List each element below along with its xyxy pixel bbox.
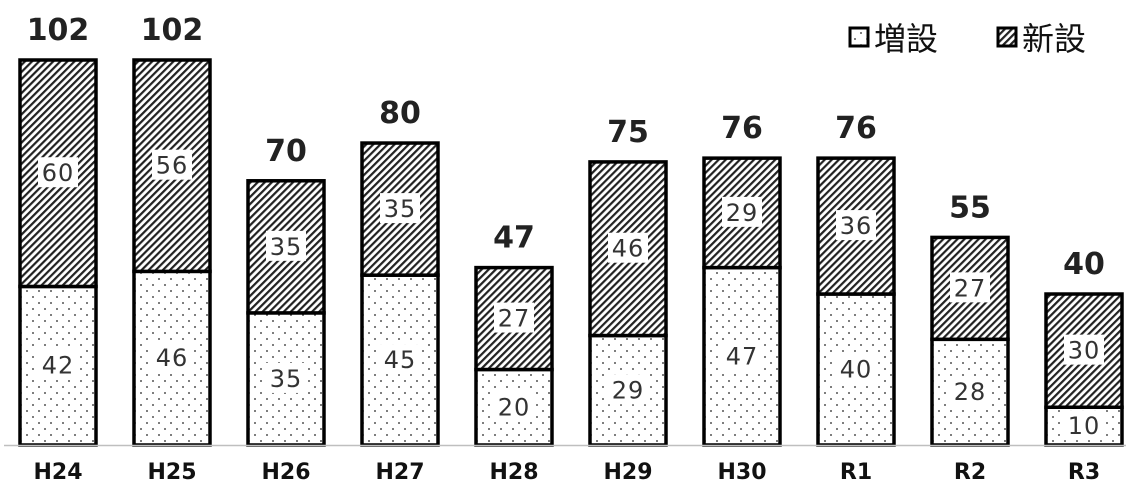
segment-label-zousetsu-H25: 46 bbox=[156, 344, 189, 372]
segment-label-shinsetsu-R2: 27 bbox=[954, 274, 987, 302]
bar-segment-shinsetsu-H30 bbox=[702, 156, 782, 270]
x-tick-H26: H26 bbox=[261, 460, 310, 485]
bar-H26: 35 35 70 bbox=[246, 134, 326, 447]
segment-label-bg bbox=[152, 342, 192, 373]
bar-R2: 28 27 55 bbox=[930, 190, 1010, 447]
segment-label-shinsetsu-R3: 30 bbox=[1068, 337, 1101, 365]
segment-label-zousetsu-H26: 35 bbox=[270, 365, 303, 393]
bar-H28: 20 27 47 bbox=[474, 221, 554, 447]
segment-label-zousetsu-R3: 10 bbox=[1068, 412, 1101, 440]
segment-label-zousetsu-H27: 45 bbox=[384, 346, 417, 374]
segment-label-bg bbox=[380, 344, 420, 375]
segment-label-bg bbox=[608, 232, 648, 263]
segment-label-shinsetsu-H28: 27 bbox=[498, 305, 531, 333]
x-tick-H25: H25 bbox=[147, 460, 196, 485]
segment-label-zousetsu-H28: 20 bbox=[498, 393, 531, 421]
total-label-H28: 47 bbox=[493, 221, 535, 256]
segment-label-bg bbox=[38, 349, 78, 380]
bar-R1: 40 36 76 bbox=[816, 111, 896, 447]
legend: 増設 新設 bbox=[848, 20, 1086, 58]
total-label-R1: 76 bbox=[835, 111, 877, 146]
x-tick-R1: R1 bbox=[840, 460, 872, 485]
segment-label-zousetsu-R1: 40 bbox=[840, 356, 873, 384]
segment-label-shinsetsu-H27: 35 bbox=[384, 195, 417, 223]
total-label-R3: 40 bbox=[1063, 247, 1105, 282]
segment-label-shinsetsu-R1: 36 bbox=[840, 212, 873, 240]
segment-label-zousetsu-H30: 47 bbox=[726, 342, 759, 370]
segment-label-bg bbox=[722, 340, 762, 371]
segment-label-bg bbox=[1064, 410, 1104, 441]
bar-H30: 47 29 76 bbox=[702, 111, 782, 447]
x-tick-H30: H30 bbox=[717, 460, 766, 485]
segment-label-shinsetsu-H24: 60 bbox=[42, 159, 75, 187]
segment-label-shinsetsu-H26: 35 bbox=[270, 233, 303, 261]
legend-label-shinsetsu: 新設 bbox=[1022, 20, 1086, 58]
x-tick-H28: H28 bbox=[489, 460, 538, 485]
x-tick-H29: H29 bbox=[603, 460, 652, 485]
segment-label-bg bbox=[950, 272, 990, 303]
bar-H29: 29 46 75 bbox=[588, 115, 668, 447]
total-label-R2: 55 bbox=[949, 190, 991, 225]
segment-label-bg bbox=[722, 196, 762, 227]
segment-label-bg bbox=[494, 391, 534, 422]
segment-label-bg bbox=[836, 210, 876, 241]
segment-label-bg bbox=[38, 157, 78, 188]
segment-label-zousetsu-H24: 42 bbox=[42, 352, 75, 380]
legend-swatch-shinsetsu bbox=[996, 26, 1018, 48]
segment-label-bg bbox=[380, 193, 420, 224]
bar-H24: 42 60 102 bbox=[18, 13, 98, 447]
segment-label-bg bbox=[266, 230, 306, 261]
total-label-H25: 102 bbox=[141, 13, 204, 48]
segment-label-bg bbox=[152, 149, 192, 180]
segment-label-shinsetsu-H29: 46 bbox=[612, 235, 645, 263]
x-tick-H27: H27 bbox=[375, 460, 424, 485]
legend-swatch-zousetsu bbox=[848, 26, 870, 48]
total-label-H30: 76 bbox=[721, 111, 763, 146]
x-tick-H24: H24 bbox=[33, 460, 82, 485]
total-label-H24: 102 bbox=[27, 13, 90, 48]
segment-label-bg bbox=[266, 362, 306, 393]
x-tick-R3: R3 bbox=[1068, 460, 1100, 485]
segment-label-bg bbox=[494, 302, 534, 333]
total-label-H29: 75 bbox=[607, 115, 649, 150]
segment-label-shinsetsu-H30: 29 bbox=[726, 199, 759, 227]
legend-item-shinsetsu: 新設 bbox=[996, 20, 1086, 58]
x-tick-labels: H24 H25 H26 H27 H28 H29 H30 R1 R2 R3 bbox=[33, 460, 1100, 485]
bars-group: 42 60 102 46 56 102 35 35 70 45 35 80 20 27 47 29 46 75 47… bbox=[18, 13, 1124, 447]
segment-label-zousetsu-H29: 29 bbox=[612, 376, 645, 404]
total-label-H26: 70 bbox=[265, 134, 307, 169]
segment-label-bg bbox=[950, 376, 990, 407]
legend-item-zousetsu: 増設 bbox=[848, 20, 938, 58]
segment-label-shinsetsu-H25: 56 bbox=[156, 152, 189, 180]
bar-H25: 46 56 102 bbox=[132, 13, 212, 447]
legend-label-zousetsu: 増設 bbox=[874, 20, 938, 58]
segment-label-bg bbox=[836, 353, 876, 384]
segment-label-bg bbox=[1064, 334, 1104, 365]
bar-R3: 10 30 40 bbox=[1044, 247, 1124, 447]
segment-label-zousetsu-R2: 28 bbox=[954, 378, 987, 406]
total-label-H27: 80 bbox=[379, 96, 421, 131]
segment-label-bg bbox=[608, 374, 648, 405]
bar-H27: 45 35 80 bbox=[360, 96, 440, 447]
x-tick-R2: R2 bbox=[954, 460, 986, 485]
